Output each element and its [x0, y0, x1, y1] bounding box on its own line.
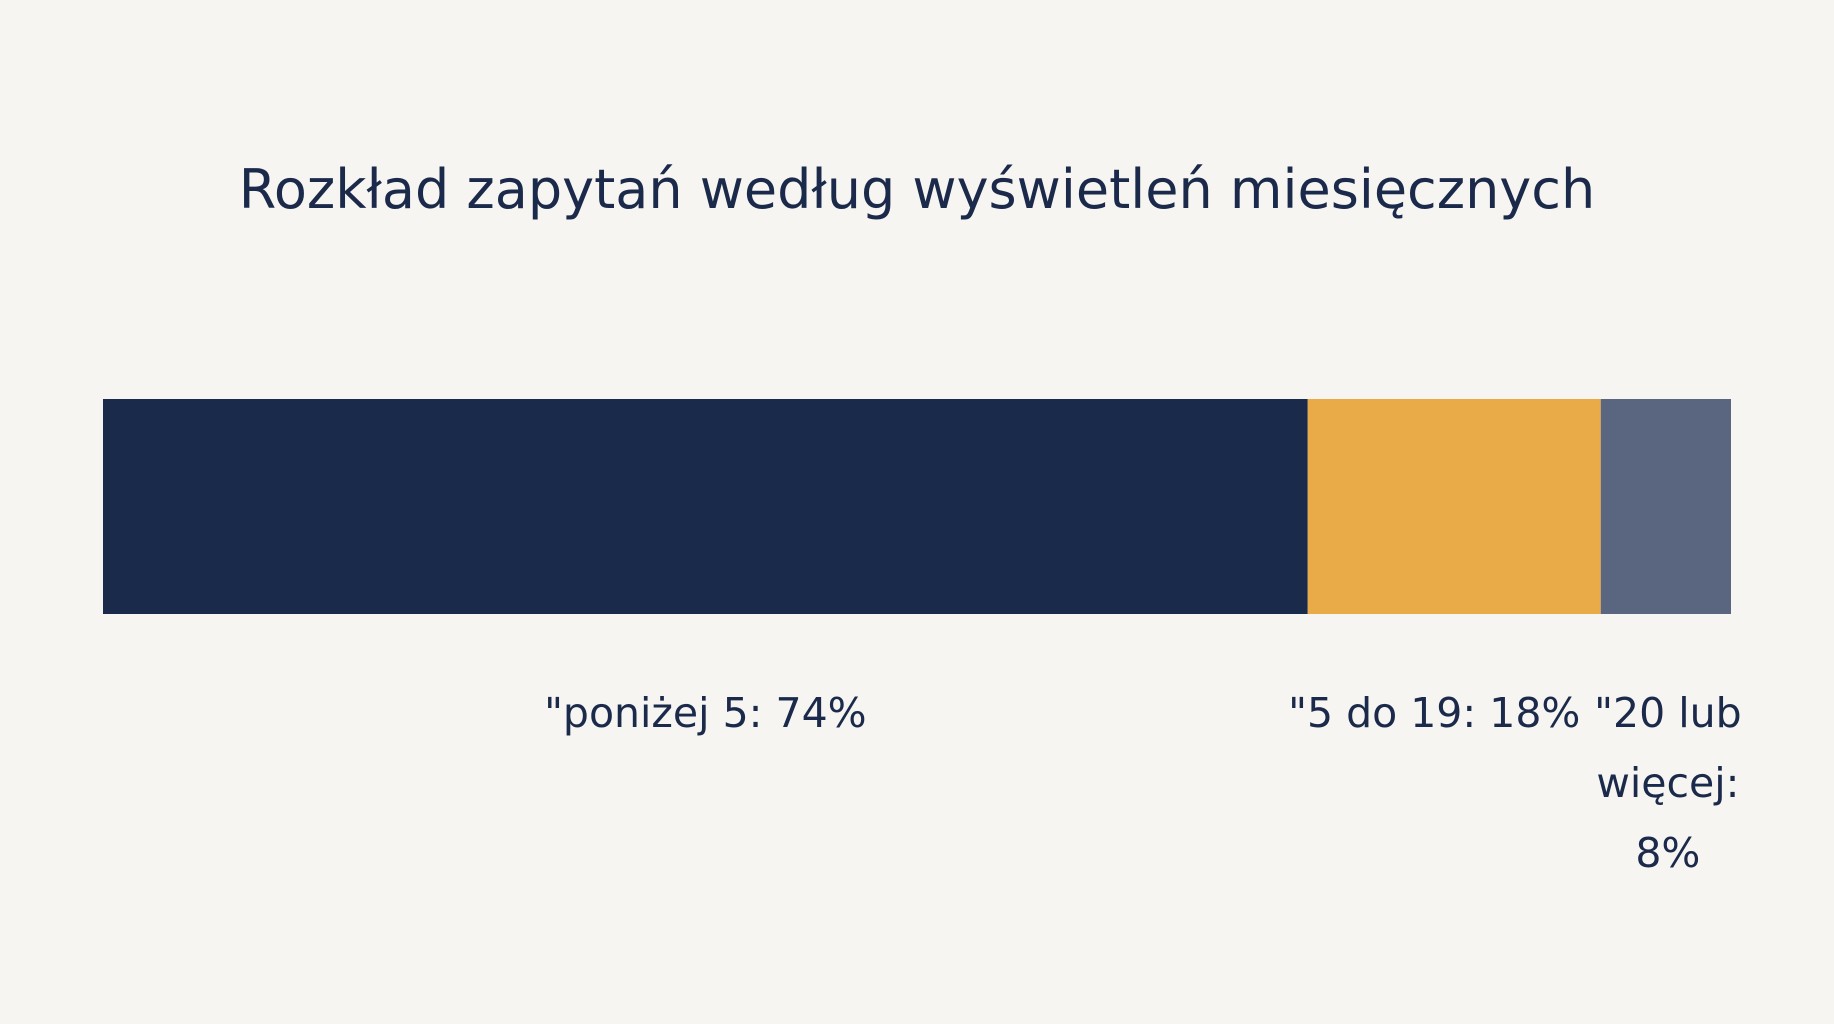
segment-label-20-lub-wiecej: "20 lub więcej: 8%	[1594, 689, 1741, 877]
segment-label-5-do-19: "5 do 19: 18%	[1288, 689, 1580, 737]
bar-segment-5-do-19	[1307, 399, 1601, 614]
bar-group	[103, 399, 1731, 614]
chart-title: Rozkład zapytań według wyświetleń miesię…	[239, 158, 1595, 221]
segment-label-ponizej-5: "poniżej 5: 74%	[544, 689, 867, 737]
bar-segment-ponizej-5	[103, 399, 1308, 614]
bar-segment-20-lub-wiecej	[1600, 399, 1731, 614]
segment-labels: "poniżej 5: 74% "5 do 19: 18% "20 lub więce…	[544, 689, 1742, 877]
